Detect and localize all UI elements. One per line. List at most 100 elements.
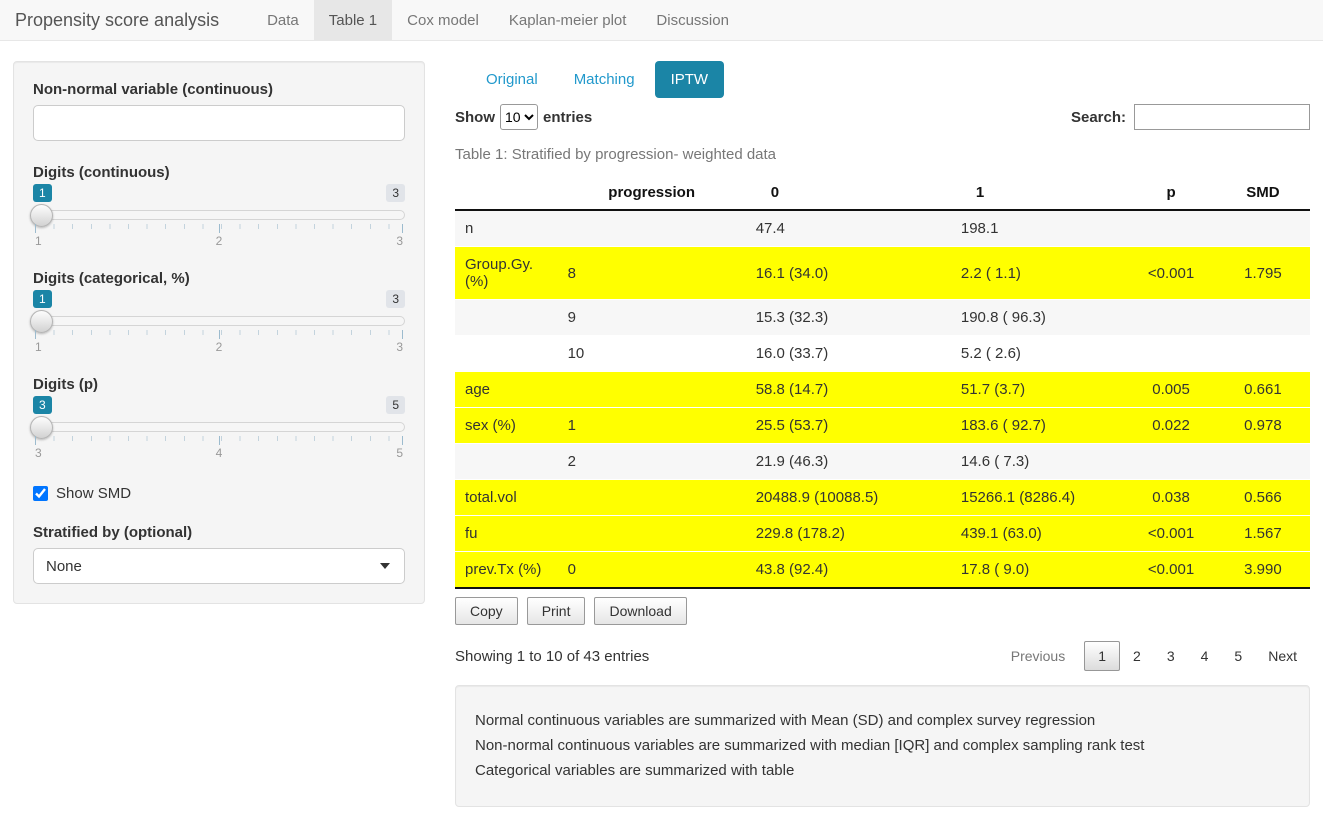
table-cell: 16.0 (33.7) — [745, 335, 951, 372]
nav-tab-discussion[interactable]: Discussion — [656, 11, 729, 29]
nav-tab-table-1[interactable]: Table 1 — [313, 0, 393, 40]
nav-tab-kaplan-meier-plot[interactable]: Kaplan-meier plot — [508, 11, 627, 29]
page-button-5[interactable]: 5 — [1234, 648, 1243, 664]
table-cell: 0.566 — [1215, 479, 1310, 516]
table-cell — [1126, 299, 1216, 336]
table-cell — [455, 443, 558, 480]
slider-grid: 1 2 3 — [35, 330, 403, 354]
nav-tab-data[interactable]: Data — [267, 11, 299, 29]
table-cell: 47.4 — [755, 220, 785, 237]
column-header-p: p — [1126, 176, 1216, 211]
slider-tick-label: 5 — [396, 446, 403, 460]
table-footer: Showing 1 to 10 of 43 entries Previous 1… — [455, 641, 1310, 671]
slider-max-badge: 3 — [386, 290, 405, 308]
search-input[interactable] — [1134, 104, 1310, 130]
table-cell: 183.6 ( 92.7) — [950, 407, 1127, 444]
print-button[interactable]: Print — [526, 597, 586, 625]
table-cell: 2 — [557, 443, 746, 480]
subtabs: Original Matching IPTW — [470, 61, 1310, 98]
slider-track[interactable] — [33, 422, 405, 432]
table-cell: 14.6 ( 7.3) — [950, 443, 1127, 480]
show-smd-option: Show SMD — [33, 485, 405, 502]
search-label: Search: — [1070, 108, 1126, 126]
table-cell: 0.978 — [1215, 407, 1310, 444]
table-cell: 15.3 (32.3) — [745, 299, 951, 336]
slider-value-badge: 1 — [33, 184, 52, 202]
show-label: Show — [455, 108, 495, 126]
slider-major-tick — [219, 224, 220, 233]
show-smd-checkbox[interactable] — [33, 486, 48, 501]
page-button-4[interactable]: 4 — [1200, 648, 1209, 664]
table-row: 2 21.9 (46.3) 14.6 ( 7.3) — [455, 443, 1310, 480]
table-cell: Group.Gy. (%) — [455, 246, 558, 300]
table-cell — [1126, 210, 1216, 247]
subtab-matching[interactable]: Matching — [573, 71, 635, 88]
digits-categorical-slider[interactable]: 1 3 1 2 3 — [30, 289, 405, 354]
table-cell: total.vol — [455, 479, 558, 516]
nonnormal-variable-input[interactable] — [33, 105, 405, 141]
page-button-1[interactable]: 1 — [1084, 641, 1121, 671]
previous-button[interactable]: Previous — [1010, 648, 1066, 664]
search-control: Search: — [1071, 104, 1310, 130]
chevron-down-icon — [380, 563, 390, 569]
table1: progression 0 1 p SMD n 47.4 198.1 Group.Gy… — [455, 176, 1310, 589]
digits-p-slider[interactable]: 3 5 3 4 5 — [30, 395, 405, 460]
table-header-row: progression 0 1 p SMD — [455, 176, 1310, 211]
slider-major-tick — [402, 224, 403, 233]
slider-track[interactable] — [33, 210, 405, 220]
subtab-iptw[interactable]: IPTW — [654, 61, 725, 98]
table-cell: 1 — [557, 407, 746, 444]
table-cell — [1126, 335, 1216, 372]
column-header-group0: 0 — [745, 176, 951, 211]
table-row: age 58.8 (14.7) 51.7 (3.7) 0.005 0.661 — [455, 371, 1310, 408]
slider-max-badge: 3 — [386, 184, 405, 202]
table-row: n 47.4 198.1 — [455, 210, 1310, 247]
download-button[interactable]: Download — [594, 597, 687, 625]
main-panel: Original Matching IPTW Show 10 entries S… — [455, 61, 1310, 807]
table-cell: fu — [455, 515, 558, 552]
slider-major-tick — [35, 330, 36, 339]
table-cell: 0.661 — [1215, 371, 1310, 408]
copy-button[interactable]: Copy — [455, 597, 518, 625]
navbar: Propensity score analysis Data Table 1 C… — [0, 0, 1323, 41]
nav-tab-cox-model[interactable]: Cox model — [407, 11, 479, 29]
table-cell — [455, 299, 558, 336]
table-cell: 0.038 — [1126, 479, 1216, 516]
slider-max-badge: 5 — [386, 396, 405, 414]
page-length-select[interactable]: 10 — [500, 104, 538, 130]
table-cell: 16.1 (34.0) — [745, 246, 951, 300]
table-buttons: Copy Print Download — [455, 597, 1310, 625]
subtab-original[interactable]: Original — [486, 71, 538, 88]
slider-digits-p: Digits (p) 3 5 3 4 5 — [30, 376, 405, 460]
page-button-2[interactable]: 2 — [1133, 648, 1141, 664]
slider-major-tick — [402, 436, 403, 445]
slider-major-tick — [219, 330, 220, 339]
slider-label: Digits (categorical, %) — [33, 270, 190, 287]
table-cell: 0 — [557, 551, 746, 589]
table-cell — [1216, 210, 1310, 247]
page-button-3[interactable]: 3 — [1166, 648, 1175, 664]
footnote-line: Normal continuous variables are summariz… — [475, 712, 1096, 729]
digits-continuous-slider[interactable]: 1 3 1 2 3 — [30, 183, 405, 248]
next-button[interactable]: Next — [1268, 648, 1297, 664]
table-cell: 8 — [557, 246, 746, 300]
table-cell — [557, 479, 746, 516]
table-row: sex (%) 1 25.5 (53.7) 183.6 ( 92.7) 0.022 0.9… — [455, 407, 1310, 444]
slider-track[interactable] — [33, 316, 405, 326]
table-body: n 47.4 198.1 Group.Gy. (%) 8 16.1 (34.0) 2.2 (… — [455, 210, 1310, 589]
stratified-by-label: Stratified by (optional) — [33, 524, 193, 541]
table-cell: 229.8 (178.2) — [745, 515, 951, 552]
slider-major-tick — [35, 436, 36, 445]
slider-tick-label: 2 — [215, 234, 223, 248]
table-cell: 21.9 (46.3) — [745, 443, 951, 480]
column-header-smd: SMD — [1215, 176, 1310, 211]
table-row: prev.Tx (%) 0 43.8 (92.4) 17.8 ( 9.0) <0.001… — [455, 551, 1310, 589]
slider-label: Digits (p) — [33, 376, 98, 393]
app-title: Propensity score analysis — [15, 9, 220, 30]
table-cell: <0.001 — [1126, 515, 1216, 552]
table-cell: 1.795 — [1215, 246, 1310, 300]
stratified-by-select[interactable]: None — [33, 548, 405, 584]
table-cell: 0.005 — [1126, 371, 1216, 408]
slider-tick-label: 3 — [396, 340, 403, 354]
table-cell: 439.1 (63.0) — [950, 515, 1127, 552]
